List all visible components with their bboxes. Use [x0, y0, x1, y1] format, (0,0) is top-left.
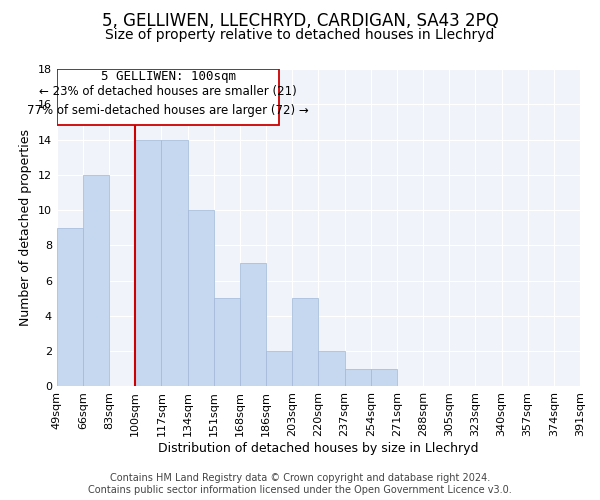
Bar: [240, 263, 266, 386]
Text: 77% of semi-detached houses are larger (72) →: 77% of semi-detached houses are larger (…: [28, 104, 309, 117]
Bar: [344, 369, 371, 386]
Bar: [188, 210, 214, 386]
Text: ← 23% of detached houses are smaller (21): ← 23% of detached houses are smaller (21…: [40, 86, 297, 98]
Bar: [292, 298, 319, 386]
Text: 5 GELLIWEN: 100sqm: 5 GELLIWEN: 100sqm: [101, 70, 236, 84]
Bar: [57, 228, 83, 386]
Bar: [58, 69, 279, 124]
Bar: [266, 351, 292, 386]
Text: 5, GELLIWEN, LLECHRYD, CARDIGAN, SA43 2PQ: 5, GELLIWEN, LLECHRYD, CARDIGAN, SA43 2P…: [101, 12, 499, 30]
Bar: [319, 351, 344, 386]
Bar: [371, 369, 397, 386]
Bar: [83, 175, 109, 386]
Y-axis label: Number of detached properties: Number of detached properties: [19, 129, 32, 326]
X-axis label: Distribution of detached houses by size in Llechryd: Distribution of detached houses by size …: [158, 442, 479, 455]
Text: Size of property relative to detached houses in Llechryd: Size of property relative to detached ho…: [106, 28, 494, 42]
Bar: [136, 140, 161, 386]
Bar: [214, 298, 240, 386]
Bar: [161, 140, 188, 386]
Text: Contains HM Land Registry data © Crown copyright and database right 2024.
Contai: Contains HM Land Registry data © Crown c…: [88, 474, 512, 495]
